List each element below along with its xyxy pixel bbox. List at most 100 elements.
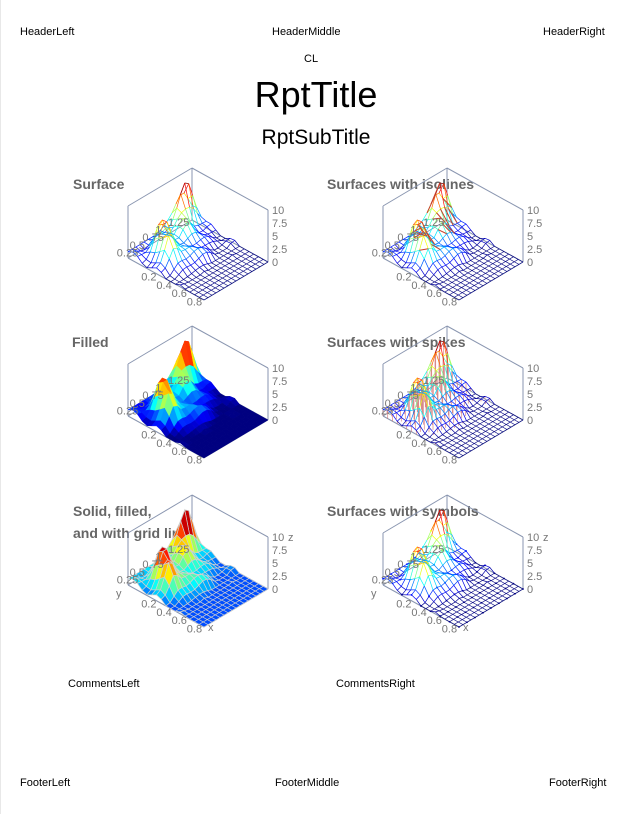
surface-grid-line xyxy=(482,280,488,284)
y-tick-label: 0.25 xyxy=(372,405,393,417)
surface-grid-line xyxy=(440,404,445,408)
surface-grid-line xyxy=(443,284,449,288)
surface-grid-line xyxy=(427,406,434,422)
surface-grid-line xyxy=(400,578,406,587)
surface-grid-line xyxy=(509,258,515,263)
surface-grid-line xyxy=(451,400,457,406)
surface-grid-line xyxy=(457,388,463,393)
surface-grid-line xyxy=(214,253,220,259)
surface-grid-line xyxy=(439,288,445,293)
surface-grid-line xyxy=(411,589,416,596)
surface-grid-line xyxy=(475,587,480,591)
surface-grid-line xyxy=(474,282,479,286)
surface-grid-line xyxy=(474,415,480,420)
surface-grid-line xyxy=(488,265,494,269)
surface-grid-line xyxy=(466,232,472,239)
surface-grid-line xyxy=(401,262,407,268)
surface-grid-line xyxy=(470,415,475,419)
data-symbol xyxy=(456,616,459,618)
surface-grid-line xyxy=(472,240,478,246)
surface-grid-line xyxy=(506,268,512,272)
surface-grid-line xyxy=(189,251,195,256)
surface-grid-line xyxy=(437,229,444,239)
surface-grid-line xyxy=(392,256,398,264)
surface-grid-line xyxy=(488,423,494,427)
surface-grid-line xyxy=(207,289,212,293)
surface-grid-line xyxy=(462,447,467,451)
surface-grid-line xyxy=(249,256,255,260)
header-middle: HeaderMiddle xyxy=(272,26,341,38)
surface-grid-line xyxy=(200,274,206,278)
surface-grid-line xyxy=(432,589,439,597)
surface-grid-line xyxy=(452,248,459,255)
surface-grid-line xyxy=(464,604,469,608)
surface-grid-line xyxy=(491,250,496,254)
surface-grid-line xyxy=(430,568,436,574)
surface-grid-line xyxy=(438,396,444,402)
surface-grid-line xyxy=(219,285,225,289)
data-symbol xyxy=(406,563,408,566)
surface-grid-line xyxy=(223,255,229,259)
surface-grid-line xyxy=(435,441,440,444)
surface-grid-line xyxy=(206,223,212,227)
surface-grid-line xyxy=(201,284,207,288)
surface-grid-line xyxy=(502,429,508,433)
surface-grid-line xyxy=(169,275,175,280)
surface-grid-line xyxy=(447,195,453,214)
surface-grid-line xyxy=(458,263,463,266)
surface-grid-line xyxy=(203,234,209,237)
data-symbol xyxy=(418,576,421,579)
surface-grid-line xyxy=(496,585,501,589)
y-tick-label: 0.25 xyxy=(117,247,138,259)
surface-grid-line xyxy=(448,614,453,618)
data-symbol xyxy=(466,621,468,624)
surface-grid-line xyxy=(477,433,482,437)
surface-grid-line xyxy=(140,250,146,253)
surface-grid-line xyxy=(227,278,232,282)
surface-grid-line xyxy=(475,589,481,594)
surface-grid-line xyxy=(463,400,470,409)
surface-grid-line xyxy=(235,273,240,277)
surface-grid-line xyxy=(476,430,482,435)
surface-grid-line xyxy=(410,251,416,264)
surface-grid-line xyxy=(453,388,459,391)
surface-grid-line xyxy=(202,230,208,235)
surface-grid-line xyxy=(469,252,474,255)
surface-grid-line xyxy=(456,611,462,615)
surface-grid-line xyxy=(428,420,434,428)
surface-grid-line xyxy=(471,423,477,427)
surface-grid-line xyxy=(447,442,453,446)
surface-grid-line xyxy=(183,183,190,194)
surface-grid-line xyxy=(450,559,456,567)
surface-grid-line xyxy=(404,239,410,248)
surface-grid-line xyxy=(495,408,501,413)
surface-grid-line xyxy=(449,262,455,268)
surface-patch xyxy=(198,452,209,459)
surface-grid-line xyxy=(220,235,226,239)
surface-grid-line xyxy=(451,609,457,613)
surface-grid-line xyxy=(155,251,161,264)
surface-grid-line xyxy=(427,575,434,591)
surface-grid-line xyxy=(437,269,443,277)
y-tick-label: 1.25 xyxy=(423,217,444,229)
surface-grid-line xyxy=(170,235,176,240)
surface-grid-line xyxy=(419,562,424,578)
surface-grid-line xyxy=(470,257,475,261)
surface-grid-line xyxy=(439,615,445,620)
surface-grid-line xyxy=(207,231,212,235)
surface-grid-line xyxy=(434,281,440,285)
surface-grid-line xyxy=(503,409,509,413)
surface-grid-line xyxy=(486,602,491,606)
surface-grid-line xyxy=(463,236,469,242)
report-subtitle: RptSubTitle xyxy=(261,126,371,149)
surface-grid-line xyxy=(184,249,191,256)
surface-grid-line xyxy=(238,265,243,269)
surface-grid-line xyxy=(495,413,501,418)
surface-grid-line xyxy=(150,252,156,263)
axis-frame-line xyxy=(382,219,448,259)
y-tick-label: 0.25 xyxy=(117,405,138,417)
surface-grid-line xyxy=(170,278,175,282)
surface-chart-5: 02.557.5100.20.40.60.80.250.50.7511.25xy… xyxy=(371,494,549,636)
surface-grid-line xyxy=(504,411,509,415)
surface-grid-line xyxy=(468,275,473,279)
